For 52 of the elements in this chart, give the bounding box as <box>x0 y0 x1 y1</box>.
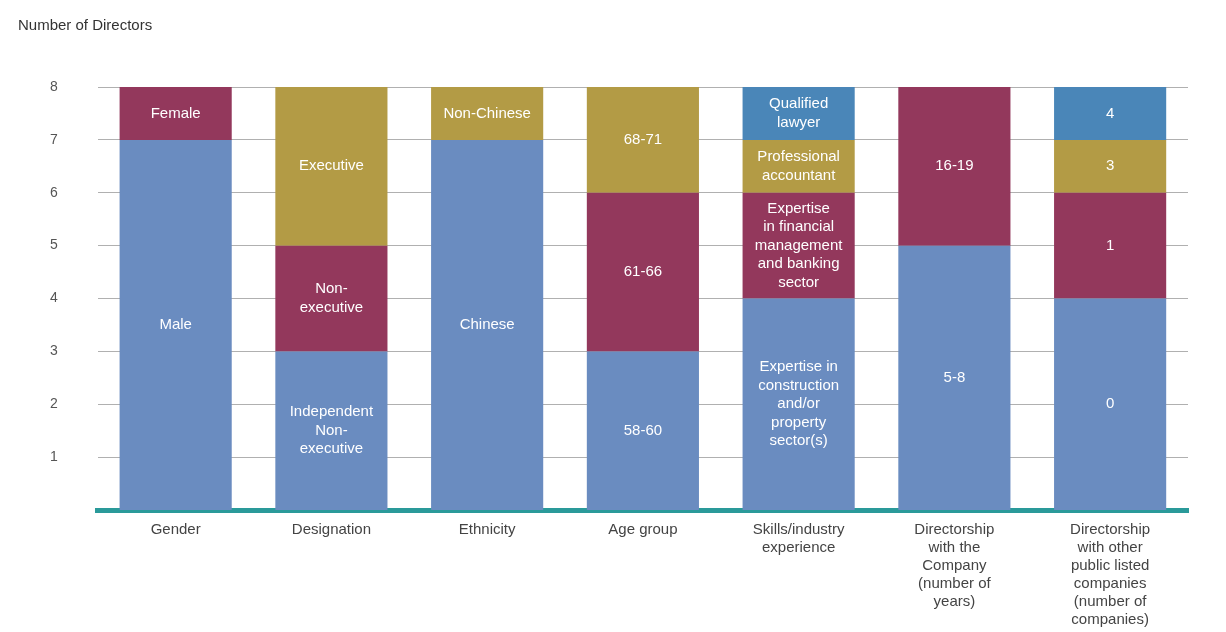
y-tick-label: 5 <box>49 236 58 253</box>
y-tick-label: 1 <box>49 447 58 464</box>
bar <box>586 351 699 510</box>
y-tick-label: 3 <box>49 342 58 359</box>
bar <box>275 87 388 246</box>
annotation: 0 <box>1105 394 1115 412</box>
annotation: Chinese <box>459 315 515 333</box>
bar <box>586 87 699 193</box>
annotation: Executive <box>298 156 364 174</box>
bar <box>1054 192 1167 299</box>
bar <box>1054 298 1167 510</box>
annotation: 61-66 <box>623 262 663 280</box>
bar <box>742 298 855 510</box>
annotation: 4 <box>1105 103 1115 121</box>
x-tick-label: Directorship with other public listed companies (number of companies) <box>1070 520 1151 628</box>
bar <box>275 351 388 510</box>
annotation: 58-60 <box>623 420 663 438</box>
annotation: Male <box>159 315 192 333</box>
x-tick-label: Gender <box>150 520 201 538</box>
y-tick-label: 7 <box>49 130 58 147</box>
y-axis-title: Number of Directors <box>18 16 153 33</box>
annotation: Female <box>150 103 201 121</box>
bar <box>119 87 232 140</box>
annotation: Non- executive <box>299 279 364 315</box>
annotation: Expertise in financial management and banking sector <box>754 198 844 290</box>
x-tick-label: Designation <box>291 520 372 538</box>
y-tick-label: 4 <box>49 289 58 306</box>
annotation: Non-Chinese <box>443 103 531 121</box>
annotation: 5-8 <box>943 367 966 385</box>
annotation: Independent Non- executive <box>289 402 374 457</box>
annotation: 16-19 <box>935 156 974 174</box>
bar <box>275 245 388 352</box>
x-tick-label: Directorship with the Company (number of years) <box>914 520 995 610</box>
annotation: 1 <box>1105 235 1115 253</box>
bar <box>898 245 1011 510</box>
bar <box>586 192 699 352</box>
x-tick-label: Age group <box>608 520 678 538</box>
bar <box>1054 87 1167 140</box>
x-tick-label: Ethnicity <box>458 520 516 538</box>
y-tick-label: 8 <box>49 77 58 94</box>
annotation: Expertise in construction and/or property sector(s) <box>758 357 840 449</box>
annotation: 3 <box>1105 156 1115 174</box>
y-tick-label: 2 <box>49 395 58 412</box>
y-tick-label: 6 <box>49 183 58 200</box>
annotation: Professional accountant <box>757 147 840 183</box>
annotation: 68-71 <box>623 130 663 148</box>
annotation: Qualified lawyer <box>769 94 829 130</box>
bar <box>1054 139 1167 193</box>
bar <box>119 139 232 510</box>
bar <box>898 87 1011 246</box>
x-tick-label: Skills/industry experience <box>752 520 845 556</box>
bar <box>431 139 544 510</box>
